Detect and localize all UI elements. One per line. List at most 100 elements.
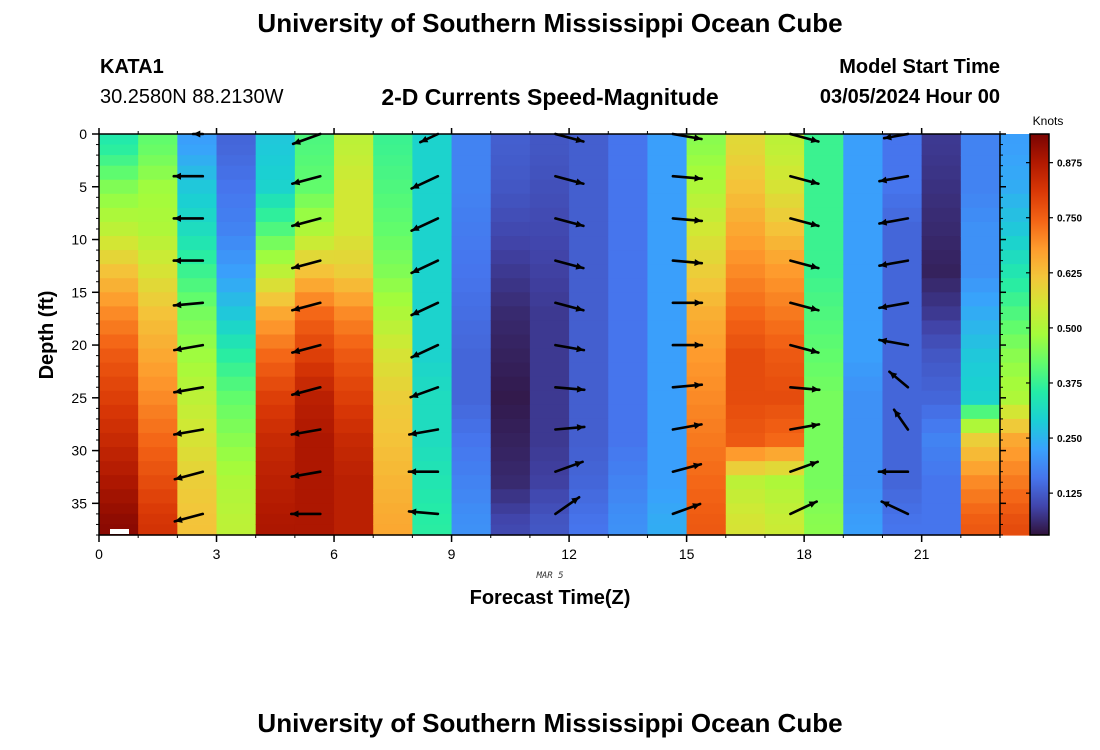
current-arrow xyxy=(290,470,322,479)
heatmap-cell xyxy=(804,250,844,265)
heatmap-cell xyxy=(1000,513,1040,526)
current-arrow xyxy=(554,259,585,270)
heatmap-cell xyxy=(294,264,335,279)
heatmap-cell xyxy=(490,418,531,434)
heatmap-cell xyxy=(921,179,962,195)
heatmap-cell xyxy=(373,155,413,167)
heatmap-cell xyxy=(412,390,453,406)
heatmap-cell xyxy=(569,193,609,209)
heatmap-cell xyxy=(843,432,884,448)
heatmap-cell xyxy=(686,193,727,209)
heatmap-cell xyxy=(882,447,923,462)
heatmap-cell xyxy=(647,362,688,378)
heatmap-cell xyxy=(764,524,805,536)
heatmap-cell xyxy=(921,461,962,476)
heatmap-cell xyxy=(764,447,805,462)
heatmap-cell xyxy=(529,475,570,490)
heatmap-cell xyxy=(882,278,923,293)
heatmap-cell xyxy=(608,320,649,336)
heatmap-cell xyxy=(647,404,688,420)
heatmap-cell xyxy=(412,134,453,146)
heatmap-cell xyxy=(686,376,727,392)
heatmap-cell xyxy=(412,236,453,251)
y-tick-label: 5 xyxy=(79,179,87,195)
heatmap-cell xyxy=(764,489,805,504)
heatmap-cell xyxy=(960,264,1001,279)
heatmap-cell xyxy=(725,264,766,279)
heatmap-cell xyxy=(529,489,570,504)
heatmap-cell xyxy=(373,250,413,265)
current-arrow xyxy=(888,370,910,389)
heatmap-cell xyxy=(725,320,766,336)
heatmap-cell xyxy=(569,390,609,406)
heatmap-cell xyxy=(216,489,257,504)
heatmap-cell xyxy=(138,489,178,504)
heatmap-cell xyxy=(921,134,962,146)
heatmap-cell xyxy=(177,165,218,181)
heatmap-cell xyxy=(764,432,805,448)
heatmap-cell xyxy=(177,503,218,515)
heatmap-cell xyxy=(921,207,962,223)
heatmap-cell xyxy=(960,179,1001,195)
heatmap-cell xyxy=(177,404,218,420)
heatmap-cell xyxy=(725,144,766,156)
heatmap-cell xyxy=(921,165,962,181)
heatmap-cell xyxy=(216,144,257,156)
heatmap-cell xyxy=(412,320,453,336)
heatmap-cell xyxy=(725,489,766,504)
heatmap-cell xyxy=(490,390,531,406)
heatmap-cell xyxy=(99,207,139,223)
heatmap-cell xyxy=(177,264,218,279)
heatmap-cell xyxy=(412,489,453,504)
heatmap-cell xyxy=(334,165,374,181)
heatmap-cell xyxy=(294,155,335,167)
heatmap-cell xyxy=(608,207,649,223)
heatmap-cell xyxy=(334,334,374,350)
heatmap-cell xyxy=(960,165,1001,181)
heatmap-cell xyxy=(451,155,492,167)
heatmap-cell xyxy=(960,461,1001,476)
heatmap-cell xyxy=(804,193,844,209)
heatmap-cell xyxy=(804,432,844,448)
heatmap-cell xyxy=(804,503,844,515)
heatmap-cell xyxy=(608,134,649,146)
heatmap-cell xyxy=(177,432,218,448)
heatmap-cell xyxy=(99,278,139,293)
heatmap-cell xyxy=(373,418,413,434)
heatmap-cell xyxy=(960,390,1001,406)
heatmap-cell xyxy=(843,418,884,434)
heatmap-cell xyxy=(451,461,492,476)
heatmap-cell xyxy=(177,348,218,364)
heatmap-cell xyxy=(99,362,139,378)
heatmap-cell xyxy=(334,513,374,526)
heatmap-cell xyxy=(451,134,492,146)
heatmap-cell xyxy=(843,221,884,237)
heatmap-cell xyxy=(804,524,844,536)
heatmap-cell xyxy=(294,513,335,526)
heatmap-cell xyxy=(99,144,139,156)
heatmap-cell xyxy=(255,179,296,195)
current-arrow xyxy=(878,337,910,347)
heatmap-cell xyxy=(647,475,688,490)
heatmap-cell xyxy=(216,404,257,420)
current-arrow xyxy=(554,460,584,474)
heatmap-cell xyxy=(764,155,805,167)
heatmap-cell xyxy=(608,236,649,251)
heatmap-cell xyxy=(373,404,413,420)
heatmap-cell xyxy=(764,348,805,364)
heatmap-cell xyxy=(216,292,257,307)
heatmap-cell xyxy=(686,503,727,515)
heatmap-cell xyxy=(294,306,335,322)
current-arrow xyxy=(290,428,322,437)
heatmap-cell xyxy=(529,278,570,293)
heatmap-cell xyxy=(412,292,453,307)
footer-title: University of Southern Mississippi Ocean… xyxy=(257,708,843,738)
heatmap-cell xyxy=(490,236,531,251)
heatmap-cell xyxy=(529,461,570,476)
heatmap-cell xyxy=(255,155,296,167)
heatmap-cell xyxy=(804,278,844,293)
y-tick-label: 0 xyxy=(79,126,87,142)
heatmap-cell xyxy=(725,524,766,536)
heatmap-cell xyxy=(686,404,727,420)
heatmap-cell xyxy=(255,461,296,476)
